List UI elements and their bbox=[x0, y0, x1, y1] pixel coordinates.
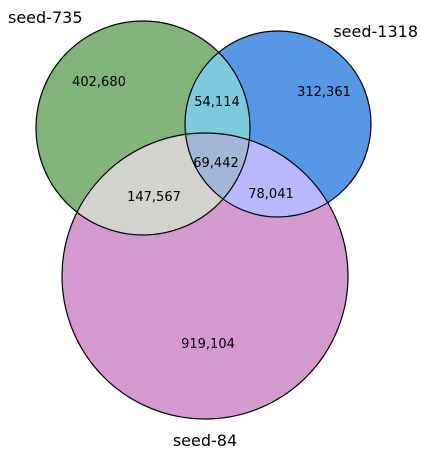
region-label-c-only: 919,104 bbox=[181, 337, 235, 352]
set-a-outline bbox=[35, 20, 251, 236]
set-label-seed-735: seed-735 bbox=[8, 8, 83, 27]
region-ac bbox=[62, 133, 250, 235]
set-label-seed-84: seed-84 bbox=[173, 431, 237, 450]
region-label-ac: 147,567 bbox=[127, 190, 181, 205]
region-bc bbox=[185, 133, 348, 217]
region-label-b-only: 312,361 bbox=[297, 85, 351, 100]
region-label-abc: 69,442 bbox=[193, 156, 239, 171]
set-b-outline bbox=[184, 30, 372, 218]
region-label-ab: 54,114 bbox=[194, 95, 240, 110]
set-c-outline bbox=[61, 132, 349, 420]
region-label-a-only: 402,680 bbox=[72, 75, 126, 90]
set-label-seed-1318: seed-1318 bbox=[333, 22, 418, 41]
region-label-bc: 78,041 bbox=[248, 187, 294, 202]
